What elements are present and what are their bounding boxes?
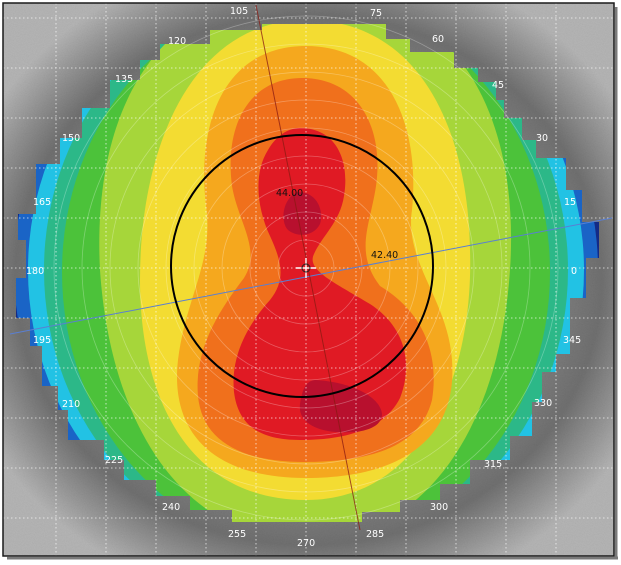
angle-label-15: 15 [564,197,576,208]
center-marker-icon [301,263,311,273]
angle-label-210: 210 [62,399,80,410]
angle-label-195: 195 [33,335,51,346]
contour-band-red [233,128,407,440]
contour-band-deepred-bottom [299,380,382,433]
center-cross-icon [296,258,316,278]
angle-label-315: 315 [484,459,502,470]
angle-label-45: 45 [492,80,504,91]
angle-label-120: 120 [168,36,186,47]
pupil-circle [170,134,434,398]
angle-label-135: 135 [115,74,133,85]
angle-label-330: 330 [534,398,552,409]
angle-label-300: 300 [430,502,448,513]
angle-label-60: 60 [432,34,444,45]
angle-label-0: 0 [571,266,577,277]
angle-label-240: 240 [162,502,180,513]
angle-label-225: 225 [105,455,123,466]
steep-k-value: 44.00 [276,188,303,199]
angle-label-165: 165 [33,197,51,208]
shadow-right [614,7,618,559]
angle-label-150: 150 [62,133,80,144]
flat-k-value: 42.40 [371,250,398,261]
angle-label-30: 30 [536,133,548,144]
angle-label-285: 285 [366,529,384,540]
contour-band-deepred-top [283,192,322,235]
angle-label-255: 255 [228,529,246,540]
image-border [2,2,615,557]
angle-labels: 105 75 120 60 135 45 150 30 165 15 180 0… [26,6,581,549]
angle-label-270: 270 [297,538,315,549]
flat-axis-line [9,217,613,335]
angle-label-75: 75 [370,8,382,19]
angle-label-105: 105 [230,6,248,17]
reference-grid [3,3,614,556]
angle-label-345: 345 [563,335,581,346]
angle-label-180: 180 [26,266,44,277]
shadow-bottom [7,556,618,560]
